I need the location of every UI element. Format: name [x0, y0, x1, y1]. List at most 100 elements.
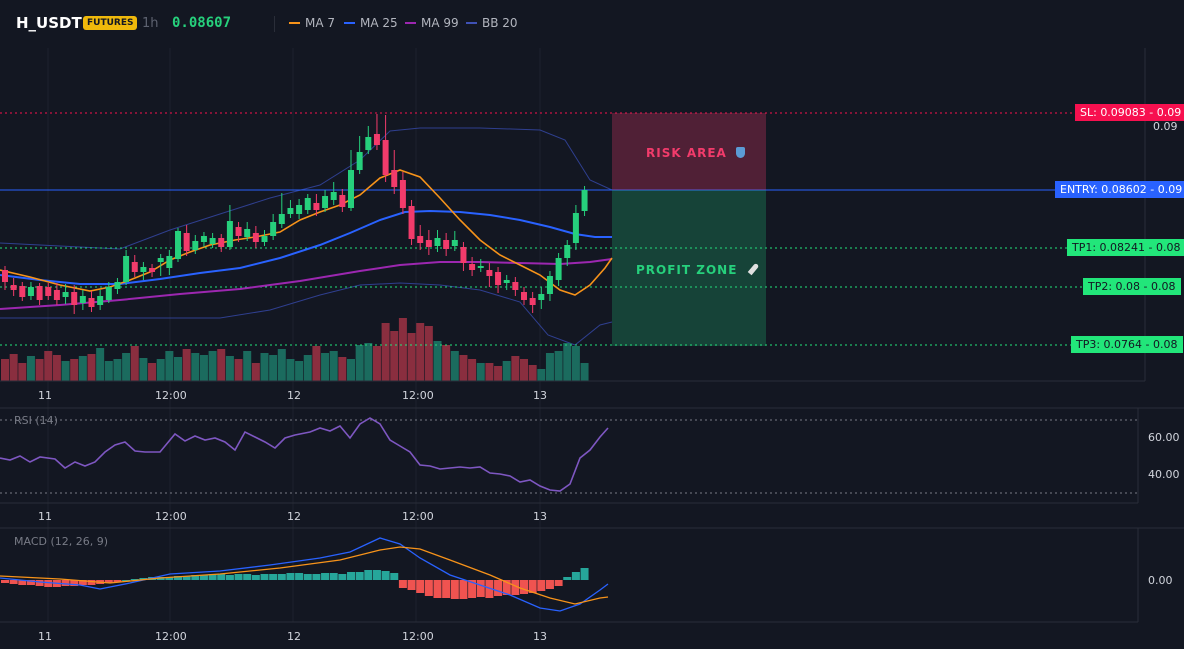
volume-bar — [96, 348, 105, 381]
macd-hist-bar — [1, 580, 9, 583]
sl-price-label[interactable]: SL: 0.09083 - 0.09 — [1075, 104, 1184, 121]
volume-bar — [113, 359, 122, 381]
time-tick: 12:00 — [402, 630, 434, 643]
volume-bar — [580, 363, 589, 381]
legend-ma7[interactable]: MA 7 — [289, 16, 335, 30]
candle-body — [131, 262, 138, 272]
chart-header: H_USDT FUTURES 1h 0.08607 MA 7 MA 25 MA … — [0, 0, 1184, 48]
volume-bar — [321, 353, 330, 381]
volume-bar — [191, 353, 200, 381]
legend-ma99[interactable]: MA 99 — [405, 16, 459, 30]
volume-bar — [217, 349, 226, 381]
candle-body — [140, 267, 147, 272]
candle-body — [244, 229, 251, 237]
legend-bb20[interactable]: BB 20 — [466, 16, 518, 30]
symbol-name[interactable]: H_USDT — [16, 14, 82, 32]
macd-hist-bar — [9, 580, 18, 584]
macd-hist-bar — [78, 580, 87, 585]
time-tick: 11 — [38, 389, 52, 402]
candle-body — [538, 294, 545, 300]
candle-body — [10, 285, 17, 290]
ma25-line — [0, 209, 612, 285]
volume-bar — [1, 359, 9, 381]
profit-zone-text: PROFIT ZONE — [636, 263, 738, 277]
volume-bar — [450, 351, 459, 381]
futures-badge: FUTURES — [83, 16, 138, 30]
macd-hist-bar — [295, 573, 304, 580]
ma7-swatch — [289, 22, 300, 24]
macd-hist-bar — [269, 574, 278, 580]
legend-ma7-label: MA 7 — [305, 16, 336, 30]
volume-bar — [260, 353, 269, 381]
candle-body — [322, 196, 329, 208]
time-tick: 12:00 — [402, 389, 434, 402]
macd-hist-bar — [390, 573, 399, 580]
candle-body — [45, 287, 52, 296]
volume-bar — [537, 369, 546, 381]
interval-label[interactable]: 1h — [142, 16, 159, 31]
volume-bar — [407, 333, 416, 381]
tp3-price-label[interactable]: TP3: 0.0764 - 0.08 — [1071, 336, 1183, 353]
candlesticks — [2, 114, 588, 314]
macd-hist-bar — [329, 573, 338, 580]
macd-hist-bar — [165, 577, 174, 580]
profit-zone-box[interactable] — [612, 190, 766, 346]
time-tick: 12 — [287, 389, 301, 402]
macd-hist-bar — [407, 580, 416, 590]
candle-body — [252, 233, 259, 242]
macd-hist-bar — [174, 576, 182, 580]
macd-hist-bar — [416, 580, 425, 593]
legend-ma25-label: MA 25 — [360, 16, 398, 30]
volume-bar — [208, 351, 217, 381]
volume-bar — [520, 359, 528, 381]
candle-body — [425, 240, 432, 247]
macd-hist-bar — [234, 574, 243, 580]
legend-bb20-label: BB 20 — [482, 16, 518, 30]
candle-body — [460, 247, 467, 263]
volume-bar — [398, 318, 407, 381]
candle-body — [296, 205, 303, 214]
volume-bar — [563, 343, 572, 381]
candle-body — [313, 203, 320, 210]
legend-ma25[interactable]: MA 25 — [344, 16, 398, 30]
time-axis-macd: 11 12:00 12 12:00 13 — [38, 630, 547, 643]
volume-bar — [277, 349, 286, 381]
volume-bar — [442, 345, 451, 381]
rsi-tick-60: 60.00 — [1148, 431, 1180, 444]
candle-body — [408, 206, 415, 239]
candle-body — [572, 213, 579, 243]
candle-body — [486, 270, 493, 276]
candle-body — [339, 195, 346, 207]
macd-hist-bar — [485, 580, 494, 598]
candle-body — [278, 214, 285, 224]
candle-body — [546, 276, 553, 294]
volume-bar — [18, 363, 27, 381]
macd-tick-0: 0.00 — [1148, 574, 1173, 587]
macd-histogram — [1, 568, 589, 599]
entry-price-label[interactable]: ENTRY: 0.08602 - 0.09 — [1055, 181, 1184, 198]
volume-bars — [1, 318, 589, 381]
volume-bar — [485, 363, 494, 381]
macd-hist-bar — [442, 580, 451, 598]
candle-body — [2, 270, 8, 282]
volume-bar — [182, 349, 191, 381]
time-tick: 12:00 — [402, 510, 434, 523]
macd-hist-bar — [303, 574, 312, 580]
macd-line — [0, 537, 609, 612]
candle-body — [512, 282, 519, 290]
volume-bar — [355, 345, 364, 381]
macd-hist-bar — [364, 570, 373, 580]
candle-body — [218, 238, 225, 247]
candle-body — [451, 240, 458, 246]
volume-bar — [502, 361, 511, 381]
candle-body — [382, 140, 389, 175]
macd-hist-bar — [459, 580, 468, 599]
macd-hist-bar — [450, 580, 459, 599]
legend-ma99-label: MA 99 — [421, 16, 459, 30]
volume-bar — [528, 365, 537, 381]
tp1-price-label[interactable]: TP1: 0.08241 - 0.08 — [1067, 239, 1184, 256]
volume-bar — [225, 356, 234, 381]
tp2-price-label[interactable]: TP2: 0.08 - 0.08 — [1083, 278, 1181, 295]
candle-body — [209, 238, 216, 244]
